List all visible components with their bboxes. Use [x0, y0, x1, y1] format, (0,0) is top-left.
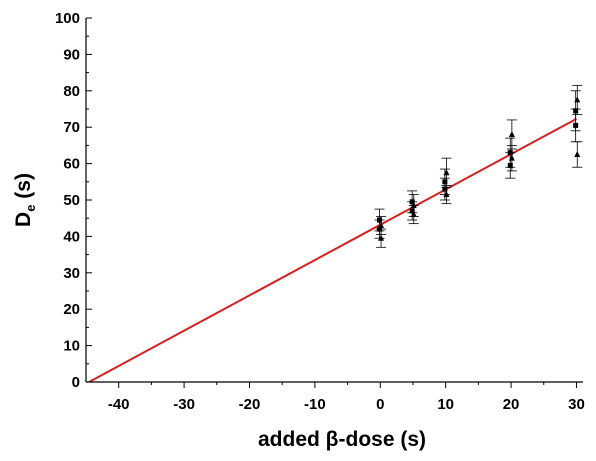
x-tick-label: 0 — [376, 396, 384, 413]
x-tick-label: 10 — [437, 396, 454, 413]
x-tick-label: 20 — [503, 396, 520, 413]
y-tick-label: 20 — [63, 301, 80, 318]
data-point-square — [442, 186, 448, 192]
data-point-square — [409, 208, 415, 214]
data-point-triangle — [508, 154, 515, 161]
y-tick-label: 30 — [63, 265, 80, 282]
data-points-layer — [374, 84, 583, 248]
data-point-triangle — [508, 130, 515, 137]
y-tick-label: 80 — [63, 83, 80, 100]
y-tick-label: 90 — [63, 46, 80, 63]
x-tick-label: -10 — [304, 396, 326, 413]
y-tick-label: 60 — [63, 156, 80, 173]
data-point-triangle — [574, 96, 581, 103]
x-tick-label: -30 — [173, 396, 195, 413]
data-point-triangle — [443, 169, 450, 176]
x-axis-title: added β-dose (s) — [258, 428, 426, 451]
y-tick-label: 100 — [55, 10, 80, 27]
y-axis-title: De (s) — [12, 173, 38, 227]
x-tick-label: -20 — [239, 396, 261, 413]
x-tick-label: 30 — [568, 396, 585, 413]
fit-line-layer — [88, 117, 577, 383]
data-point-triangle — [410, 201, 417, 208]
fit-line — [88, 117, 577, 383]
y-tick-label: 0 — [72, 374, 80, 391]
y-tick-label: 70 — [63, 119, 80, 136]
data-point-square — [507, 162, 513, 168]
y-tick-label: 40 — [63, 228, 80, 245]
x-tick-label: -40 — [108, 396, 130, 413]
data-point-triangle — [574, 151, 581, 157]
data-point-triangle — [378, 221, 385, 228]
data-point-square — [573, 122, 579, 128]
data-point-triangle — [443, 191, 450, 198]
y-tick-label: 50 — [63, 192, 80, 209]
axes-layer: 0 10 20 30 40 50 60 70 80 90 100 -40 -30 -20 -10 0 10 20 3… — [55, 10, 585, 413]
data-point-triangle — [378, 234, 385, 241]
y-tick-label: 10 — [63, 338, 80, 355]
data-point-triangle — [410, 211, 417, 218]
